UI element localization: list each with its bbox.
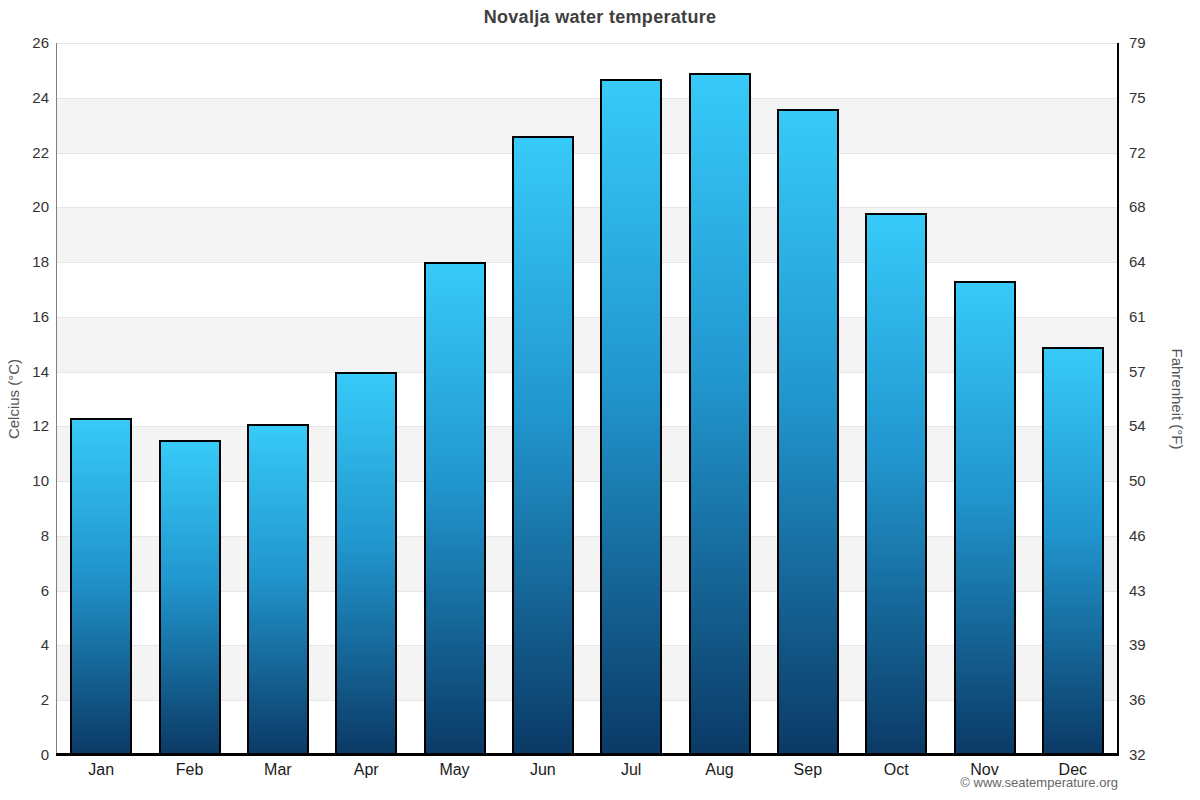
gridline bbox=[57, 207, 1117, 208]
y-tick-celsius: 2 bbox=[0, 691, 49, 709]
bar-feb[interactable] bbox=[159, 440, 221, 755]
gridline bbox=[57, 153, 1117, 154]
x-tick-jan: Jan bbox=[57, 761, 145, 779]
bar-jan[interactable] bbox=[70, 418, 132, 755]
bar-dec[interactable] bbox=[1042, 347, 1104, 755]
y-tick-celsius: 22 bbox=[0, 144, 49, 162]
y-tick-fahrenheit: 39 bbox=[1129, 636, 1189, 654]
y-tick-celsius: 24 bbox=[0, 89, 49, 107]
bottom-axis-line bbox=[56, 753, 1119, 756]
y-tick-celsius: 4 bbox=[0, 636, 49, 654]
y-tick-fahrenheit: 36 bbox=[1129, 691, 1189, 709]
x-tick-mar: Mar bbox=[234, 761, 322, 779]
bar-nov[interactable] bbox=[954, 281, 1016, 755]
y-tick-fahrenheit: 57 bbox=[1129, 363, 1189, 381]
y-tick-fahrenheit: 61 bbox=[1129, 308, 1189, 326]
y-tick-fahrenheit: 68 bbox=[1129, 198, 1189, 216]
bar-apr[interactable] bbox=[335, 372, 397, 755]
y-tick-fahrenheit: 50 bbox=[1129, 472, 1189, 490]
y-tick-celsius: 8 bbox=[0, 527, 49, 545]
grid-band bbox=[57, 153, 1117, 208]
water-temperature-chart: Novalja water temperature Celcius (°C) F… bbox=[0, 0, 1200, 800]
grid-band bbox=[57, 207, 1117, 262]
grid-band bbox=[57, 98, 1117, 153]
y-tick-fahrenheit: 79 bbox=[1129, 34, 1189, 52]
x-tick-jul: Jul bbox=[587, 761, 675, 779]
gridline bbox=[57, 98, 1117, 99]
y-axis-title-celsius: Celcius (°C) bbox=[5, 249, 25, 549]
x-tick-apr: Apr bbox=[322, 761, 410, 779]
x-tick-oct: Oct bbox=[852, 761, 940, 779]
x-tick-may: May bbox=[411, 761, 499, 779]
bar-jun[interactable] bbox=[512, 136, 574, 755]
y-tick-fahrenheit: 64 bbox=[1129, 253, 1189, 271]
y-tick-celsius: 26 bbox=[0, 34, 49, 52]
y-tick-celsius: 20 bbox=[0, 198, 49, 216]
right-axis-line bbox=[1117, 43, 1119, 755]
left-axis-line bbox=[56, 43, 57, 755]
bar-sep[interactable] bbox=[777, 109, 839, 755]
x-tick-aug: Aug bbox=[676, 761, 764, 779]
y-tick-celsius: 12 bbox=[0, 417, 49, 435]
y-tick-fahrenheit: 72 bbox=[1129, 144, 1189, 162]
bar-aug[interactable] bbox=[689, 73, 751, 755]
x-tick-feb: Feb bbox=[146, 761, 234, 779]
y-tick-celsius: 10 bbox=[0, 472, 49, 490]
y-tick-fahrenheit: 46 bbox=[1129, 527, 1189, 545]
y-tick-celsius: 14 bbox=[0, 363, 49, 381]
bar-jul[interactable] bbox=[600, 79, 662, 755]
grid-band bbox=[57, 43, 1117, 98]
chart-title: Novalja water temperature bbox=[0, 7, 1200, 28]
bar-may[interactable] bbox=[424, 262, 486, 755]
x-tick-jun: Jun bbox=[499, 761, 587, 779]
plot-area bbox=[57, 43, 1117, 755]
gridline bbox=[57, 43, 1117, 44]
bar-mar[interactable] bbox=[247, 424, 309, 755]
y-tick-fahrenheit: 43 bbox=[1129, 582, 1189, 600]
x-tick-sep: Sep bbox=[764, 761, 852, 779]
copyright-credit: © www.seatemperature.org bbox=[960, 775, 1118, 790]
y-tick-fahrenheit: 75 bbox=[1129, 89, 1189, 107]
y-tick-celsius: 18 bbox=[0, 253, 49, 271]
y-tick-celsius: 6 bbox=[0, 582, 49, 600]
y-tick-fahrenheit: 32 bbox=[1129, 746, 1189, 764]
y-tick-celsius: 16 bbox=[0, 308, 49, 326]
y-axis-title-fahrenheit: Fahrenheit (°F) bbox=[1166, 249, 1186, 549]
gridline bbox=[57, 262, 1117, 263]
bar-oct[interactable] bbox=[865, 213, 927, 755]
y-tick-celsius: 0 bbox=[0, 746, 49, 764]
y-tick-fahrenheit: 54 bbox=[1129, 417, 1189, 435]
